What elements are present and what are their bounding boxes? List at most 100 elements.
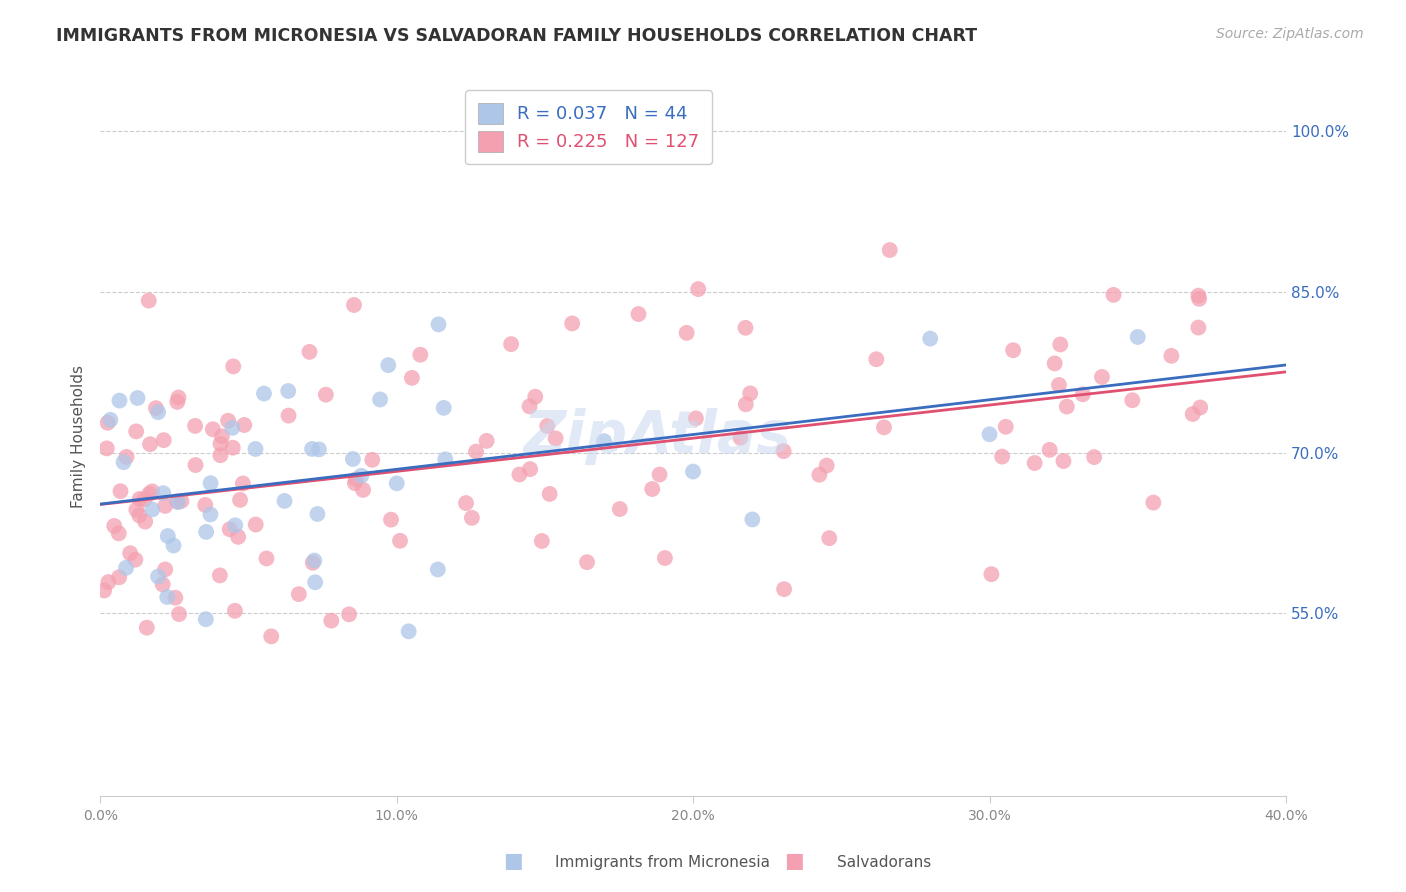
Point	[519, 462, 541, 476]
Point	[879, 243, 901, 257]
Point	[368, 392, 391, 407]
Point	[772, 444, 794, 458]
Point	[162, 539, 184, 553]
Point	[609, 502, 631, 516]
Point	[184, 458, 207, 472]
Point	[146, 569, 169, 583]
Point	[141, 502, 163, 516]
Point	[224, 518, 246, 533]
Point	[229, 492, 252, 507]
Point	[1071, 387, 1094, 401]
Point	[337, 607, 360, 622]
Point	[648, 467, 671, 482]
Point	[115, 450, 138, 464]
Point	[304, 575, 326, 590]
Point	[352, 483, 374, 497]
Point	[156, 590, 179, 604]
Point	[1024, 456, 1046, 470]
Point	[1188, 292, 1211, 306]
Point	[127, 391, 149, 405]
Point	[994, 419, 1017, 434]
Point	[260, 629, 283, 643]
Point	[1181, 407, 1204, 421]
Point	[301, 556, 323, 570]
Point	[1056, 400, 1078, 414]
Point	[165, 591, 187, 605]
Point	[536, 419, 558, 434]
Point	[134, 515, 156, 529]
Point	[461, 511, 484, 525]
Point	[865, 352, 887, 367]
Point	[343, 476, 366, 491]
Point	[221, 421, 243, 435]
Point	[361, 452, 384, 467]
Point	[222, 441, 245, 455]
Point	[627, 307, 650, 321]
Point	[304, 553, 326, 567]
Point	[389, 533, 412, 548]
Point	[98, 413, 121, 427]
Point	[128, 491, 150, 506]
Point	[1160, 349, 1182, 363]
Point	[1189, 401, 1212, 415]
Point	[808, 467, 831, 482]
Point	[344, 472, 367, 486]
Point	[465, 444, 488, 458]
Point	[979, 427, 1001, 442]
Point	[688, 282, 710, 296]
Point	[501, 337, 523, 351]
Point	[980, 567, 1002, 582]
Point	[1187, 320, 1209, 334]
Point	[134, 492, 156, 507]
Point	[146, 405, 169, 419]
Point	[125, 502, 148, 516]
Point	[530, 533, 553, 548]
Point	[734, 321, 756, 335]
Point	[682, 465, 704, 479]
Point	[217, 414, 239, 428]
Point	[342, 452, 364, 467]
Point	[1121, 393, 1143, 408]
Point	[288, 587, 311, 601]
Point	[108, 393, 131, 408]
Point	[308, 442, 330, 457]
Point	[593, 434, 616, 449]
Point	[135, 621, 157, 635]
Point	[184, 418, 207, 433]
Point	[256, 551, 278, 566]
Point	[277, 384, 299, 398]
Point	[200, 476, 222, 491]
Point	[153, 499, 176, 513]
Point	[454, 496, 477, 510]
Point	[315, 387, 337, 401]
Point	[141, 484, 163, 499]
Point	[128, 508, 150, 523]
Point	[1126, 330, 1149, 344]
Point	[96, 442, 118, 456]
Point	[773, 582, 796, 596]
Point	[218, 522, 240, 536]
Point	[401, 371, 423, 385]
Point	[107, 526, 129, 541]
Point	[1102, 288, 1125, 302]
Point	[1142, 495, 1164, 509]
Text: ZipAtlas: ZipAtlas	[523, 408, 792, 465]
Point	[741, 512, 763, 526]
Point	[194, 498, 217, 512]
Point	[576, 555, 599, 569]
Point	[170, 494, 193, 508]
Point	[112, 455, 135, 469]
Point	[641, 482, 664, 496]
Point	[222, 359, 245, 374]
Point	[152, 486, 174, 500]
Point	[426, 562, 449, 576]
Point	[350, 468, 373, 483]
Point	[1049, 337, 1071, 351]
Text: ■: ■	[503, 851, 523, 871]
Point	[873, 420, 896, 434]
Point	[245, 517, 267, 532]
Point	[685, 411, 707, 425]
Text: IMMIGRANTS FROM MICRONESIA VS SALVADORAN FAMILY HOUSEHOLDS CORRELATION CHART: IMMIGRANTS FROM MICRONESIA VS SALVADORAN…	[56, 27, 977, 45]
Point	[200, 508, 222, 522]
Point	[561, 317, 583, 331]
